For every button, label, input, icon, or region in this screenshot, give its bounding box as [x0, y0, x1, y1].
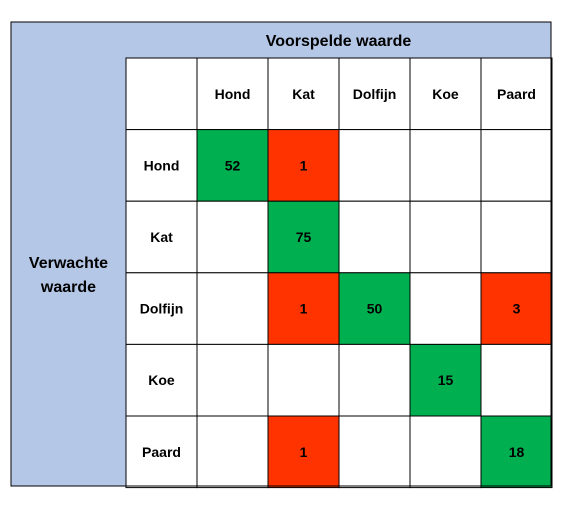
row-header-cell — [125, 415, 198, 489]
column-axis-title: Voorspelde waarde — [266, 33, 412, 50]
matrix-cell-empty — [338, 415, 411, 489]
row-header-cell — [125, 343, 198, 417]
column-header-label: Kat — [292, 86, 315, 102]
matrix-cell-empty — [338, 129, 411, 202]
matrix-cell — [267, 200, 340, 274]
matrix-cell-empty — [338, 200, 411, 274]
row-header-band — [11, 22, 126, 486]
row-header-label: Hond — [144, 157, 180, 173]
matrix-cell — [480, 272, 553, 345]
matrix-value: 75 — [296, 229, 312, 245]
matrix-value: 1 — [300, 444, 308, 460]
row-header-label: Kat — [150, 229, 173, 245]
matrix-cell-empty — [480, 343, 553, 417]
matrix-cell-empty — [409, 200, 482, 274]
matrix-cell-empty — [480, 200, 553, 274]
matrix-cell-empty — [196, 415, 269, 489]
matrix-cell — [267, 415, 340, 489]
matrix-value: 1 — [300, 157, 308, 173]
column-header-label: Hond — [215, 86, 251, 102]
matrix-cell-empty — [196, 343, 269, 417]
column-header-cell — [338, 57, 411, 131]
row-axis-title-line-2: waarde — [40, 279, 96, 296]
matrix-value: 1 — [300, 301, 308, 317]
column-header-label: Koe — [432, 86, 459, 102]
matrix-value: 52 — [225, 157, 241, 173]
matrix-value: 18 — [509, 444, 525, 460]
matrix-cell — [409, 343, 482, 417]
matrix-cell-empty — [338, 343, 411, 417]
matrix-value: 3 — [513, 301, 521, 317]
matrix-cell-empty — [196, 272, 269, 345]
matrix-cell — [338, 272, 411, 345]
matrix-cell — [196, 129, 269, 202]
matrix-cell — [267, 272, 340, 345]
column-header-cell — [267, 57, 340, 131]
column-header-cell — [196, 57, 269, 131]
column-header-label: Dolfijn — [353, 86, 397, 102]
matrix-value: 50 — [367, 301, 383, 317]
matrix-cell — [267, 129, 340, 202]
matrix-cell — [480, 415, 553, 489]
matrix-value: 15 — [438, 372, 454, 388]
column-header-label: Paard — [497, 86, 536, 102]
matrix-cell-empty — [480, 129, 553, 202]
row-header-label: Dolfijn — [140, 301, 184, 317]
matrix-cell-empty — [267, 343, 340, 417]
outer-border — [10, 21, 552, 487]
matrix-cell-empty — [409, 129, 482, 202]
matrix-cell-empty — [409, 415, 482, 489]
matrix-cell-empty — [409, 272, 482, 345]
row-header-label: Paard — [142, 444, 181, 460]
matrix-cell-empty — [196, 200, 269, 274]
row-axis-title-line-1: Verwachte — [29, 255, 108, 272]
row-header-label: Koe — [148, 372, 175, 388]
corner-cell — [125, 57, 198, 131]
